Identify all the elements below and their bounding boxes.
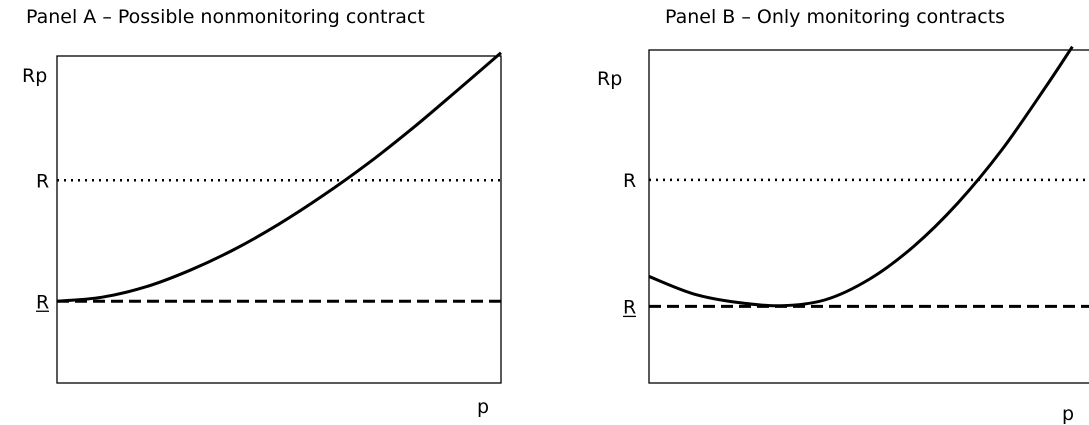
panel-b-title: Panel B – Only monitoring contracts: [665, 6, 1006, 28]
panel-a-xlabel: p: [477, 396, 489, 418]
panel-b-xlabel: p: [1062, 403, 1074, 425]
panel-a-chart: Rp R Rp: [22, 51, 502, 418]
panel-a: Panel A – Possible nonmonitoring contrac…: [22, 6, 502, 418]
panel-b-plot-frame: [648, 49, 1089, 384]
panel-a-ylabel: Rp: [22, 65, 47, 87]
panel-b-ylabel: Rp: [597, 68, 622, 90]
panel-a-curve-rp: [56, 51, 502, 303]
panel-b-chart: Rp R Rp: [597, 45, 1089, 425]
panel-b-curve-rp: [648, 45, 1074, 308]
panel-b-tick-r-upper: R: [623, 170, 636, 192]
panel-a-tick-r-lower: R: [36, 291, 49, 313]
panel-a-title: Panel A – Possible nonmonitoring contrac…: [26, 6, 425, 28]
panel-a-plot-frame: [56, 55, 502, 384]
panel-b-tick-r-lower: R: [623, 296, 636, 318]
panel-b: Panel B – Only monitoring contracts Rp R R…: [545, 0, 1089, 425]
panel-a-tick-r-upper: R: [36, 170, 49, 192]
